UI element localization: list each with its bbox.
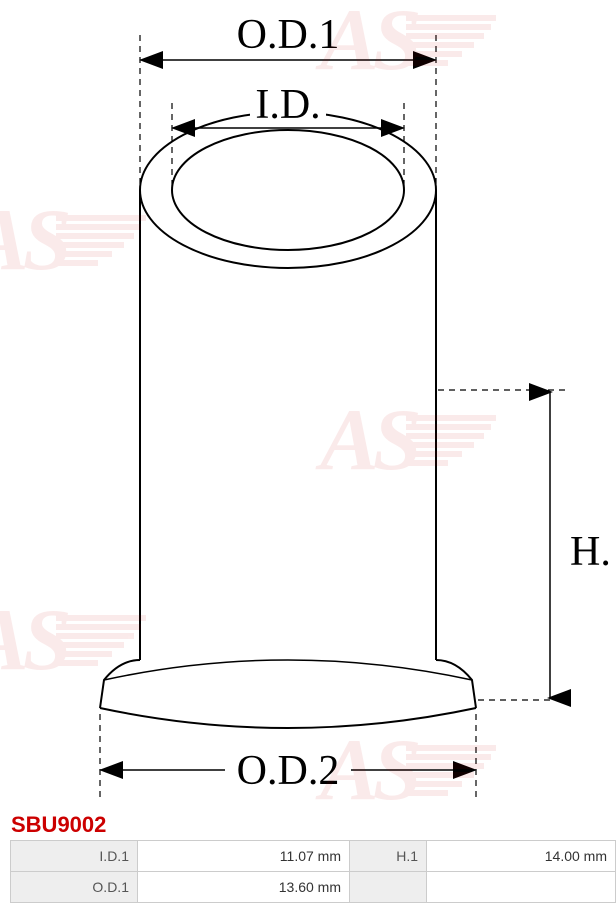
- spec-label: O.D.1: [11, 872, 138, 903]
- spec-table: I.D.1 11.07 mm H.1 14.00 mm O.D.1 13.60 …: [10, 840, 616, 903]
- spec-label: I.D.1: [11, 841, 138, 872]
- part-sku: SBU9002: [11, 812, 106, 838]
- spec-value: [427, 872, 616, 903]
- spec-label: [350, 872, 427, 903]
- bushing-diagram: O.D.1 I.D. O.D.2 H.: [0, 0, 616, 810]
- diagram-area: A S A S A S A S A: [0, 0, 616, 810]
- label-od2: O.D.2: [237, 748, 340, 794]
- table-row: O.D.1 13.60 mm: [11, 872, 616, 903]
- table-row: I.D.1 11.07 mm H.1 14.00 mm: [11, 841, 616, 872]
- spec-value: 11.07 mm: [138, 841, 350, 872]
- label-od1: O.D.1: [237, 12, 340, 58]
- label-id: I.D.: [255, 82, 320, 128]
- spec-value: 13.60 mm: [138, 872, 350, 903]
- label-h: H.: [570, 529, 611, 575]
- spec-value: 14.00 mm: [427, 841, 616, 872]
- product-diagram-page: A S A S A S A S A: [0, 0, 616, 907]
- spec-label: H.1: [350, 841, 427, 872]
